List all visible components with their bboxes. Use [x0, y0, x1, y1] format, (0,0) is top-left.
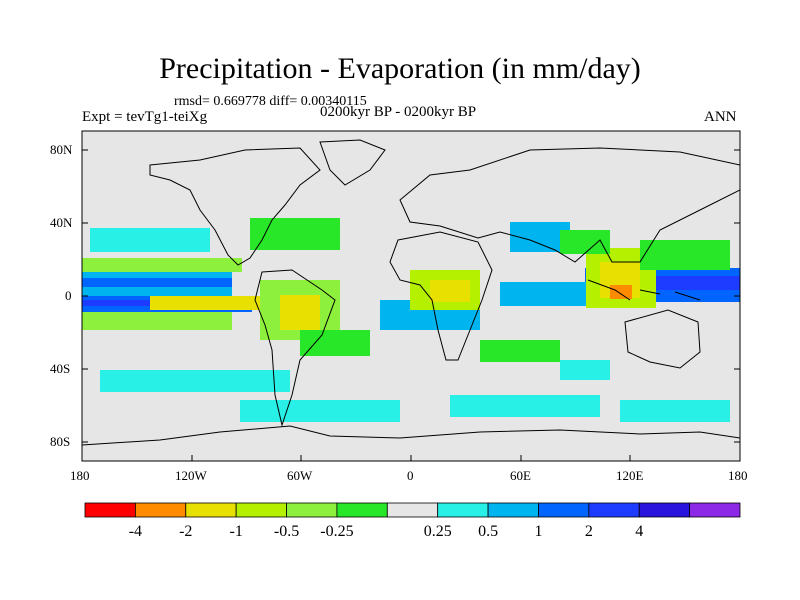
lon-tick-60e: 60E [510, 468, 531, 483]
colorbar-swatch [437, 502, 489, 518]
colorbar-swatch [386, 502, 439, 518]
tick-marks [82, 149, 740, 461]
chart-title: Precipitation - Evaporation (in mm/day) [159, 52, 641, 85]
period-text: 0200kyr BP - 0200kyr BP [320, 104, 477, 120]
colorbar-label: -4 [129, 523, 142, 540]
lon-tick-120e: 120E [616, 468, 644, 483]
field-patch [280, 295, 320, 330]
coastline-north-america [149, 147, 321, 266]
lat-tick-0: 0 [65, 288, 72, 303]
stats-text: rmsd= 0.669778 diff= 0.00340115 [174, 94, 367, 109]
colorbar-swatch [286, 502, 338, 518]
field-patch [500, 282, 600, 306]
lon-tick-60w: 60W [287, 468, 313, 483]
colorbar-swatch [235, 502, 287, 518]
colorbar-label: 0.5 [478, 523, 498, 540]
coastline-antarctica [82, 425, 740, 446]
season-label: ANN [704, 109, 737, 125]
field-patch [90, 228, 210, 252]
field-patch [82, 300, 192, 306]
colorbar-label: 1 [534, 523, 542, 540]
lat-tick-40s: 40S [50, 361, 71, 376]
field-patch [82, 312, 232, 330]
colorbar-label: -0.25 [320, 523, 353, 540]
field-patch [82, 278, 232, 287]
colorbar-label: -0.5 [274, 523, 299, 540]
field-patch [610, 285, 632, 299]
colorbar-label: 2 [585, 523, 593, 540]
coastline-australia [624, 309, 701, 369]
colorbar-swatch [134, 502, 187, 518]
colorbar-label: 0.25 [424, 523, 452, 540]
field-patch [250, 218, 340, 250]
field-patch [480, 340, 560, 362]
colorbar-swatch [538, 502, 590, 518]
field-patches [82, 218, 740, 422]
coastline-africa [389, 231, 493, 361]
lat-tick-80n: 80N [50, 142, 73, 157]
colorbar-swatch [84, 502, 136, 518]
colorbar-swatch [185, 502, 237, 518]
lon-tick-180e: 180 [728, 468, 748, 483]
field-patch [560, 360, 610, 380]
lon-tick-180w: 180 [70, 468, 90, 483]
field-patch [430, 280, 470, 302]
field-patch [560, 230, 610, 254]
colorbar-swatch [487, 502, 539, 518]
field-patch [82, 258, 242, 272]
colorbar-label: -2 [179, 523, 192, 540]
field-patch [640, 240, 730, 270]
lat-tick-40n: 40N [50, 215, 73, 230]
field-patch [620, 400, 730, 422]
field-patch [240, 400, 400, 422]
field-patch [300, 330, 370, 356]
lat-tick-80s: 80S [50, 434, 71, 449]
colorbar: -4 -2 -1 -0.5 -0.25 0.25 0.5 1 2 4 [84, 502, 741, 540]
colorbar-swatch [638, 502, 691, 518]
coastline-south-america [254, 269, 336, 427]
coastlines [82, 139, 740, 446]
experiment-label: Expt = tevTg1-teiXg [82, 109, 208, 125]
lon-tick-120w: 120W [175, 468, 207, 483]
colorbar-swatch [336, 502, 388, 518]
field-patch [150, 296, 260, 310]
field-patch [100, 370, 290, 392]
colorbar-label: -1 [229, 523, 242, 540]
field-patch [450, 395, 600, 417]
colorbar-swatch [689, 502, 741, 518]
coastline-maritime [587, 279, 701, 301]
coastline-eurasia [399, 147, 740, 263]
lon-tick-0: 0 [407, 468, 414, 483]
coastline-greenland [319, 139, 386, 186]
colorbar-label: 4 [635, 523, 643, 540]
colorbar-swatch [588, 502, 640, 518]
